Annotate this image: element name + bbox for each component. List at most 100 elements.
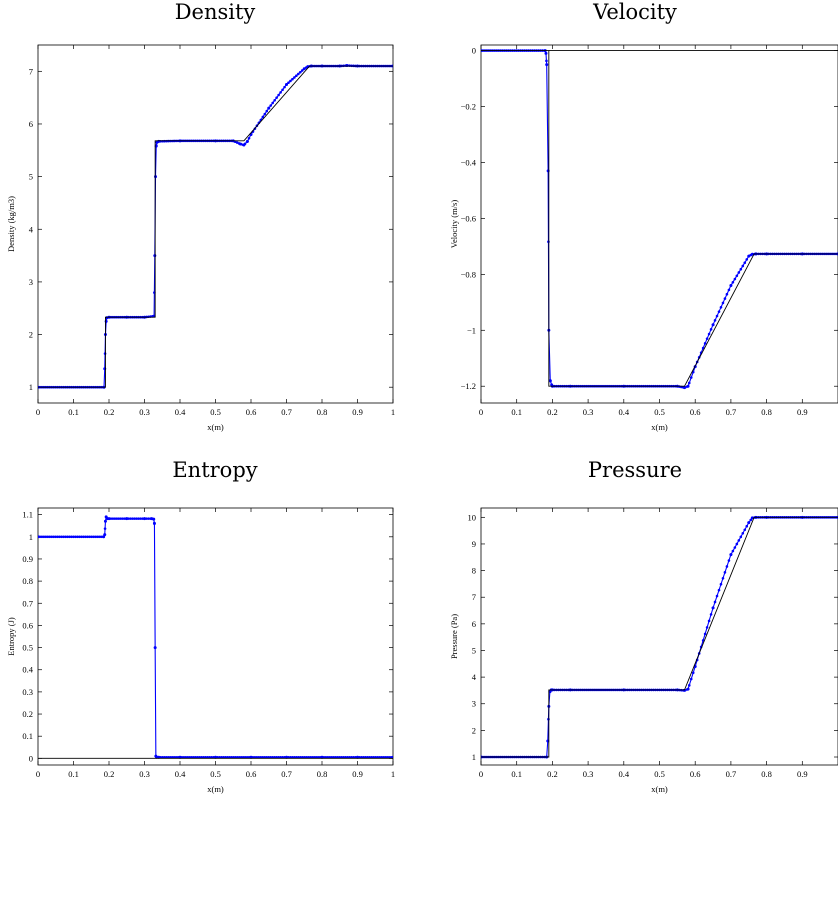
numerical-series-line-density bbox=[38, 64, 393, 388]
data-point-entropy bbox=[137, 517, 140, 520]
data-point-entropy bbox=[143, 517, 146, 521]
data-point-density bbox=[279, 91, 282, 94]
x-tick-label-entropy: 0.1 bbox=[68, 769, 79, 779]
data-point-velocity bbox=[741, 264, 745, 268]
data-point-pressure bbox=[705, 626, 709, 629]
data-point-velocity bbox=[545, 59, 548, 63]
data-point-velocity bbox=[715, 314, 719, 318]
y-tick-label-velocity: −1.2 bbox=[461, 381, 476, 391]
data-point-density bbox=[283, 85, 286, 89]
data-point-velocity bbox=[713, 319, 717, 322]
numerical-series-line-pressure bbox=[481, 516, 838, 758]
data-point-density bbox=[242, 143, 246, 147]
x-tick-label-velocity: 0.2 bbox=[547, 407, 558, 417]
data-point-velocity bbox=[725, 292, 729, 296]
axes-frame-pressure bbox=[480, 507, 838, 766]
x-axis-label-density: x(m) bbox=[207, 422, 224, 432]
y-tick-label-velocity: −0.6 bbox=[461, 213, 476, 223]
data-point-entropy bbox=[70, 535, 73, 539]
x-tick-label-pressure: 0.5 bbox=[654, 769, 665, 779]
data-point-velocity bbox=[721, 301, 725, 305]
data-point-velocity bbox=[544, 51, 548, 55]
x-tick-label-pressure: 0.3 bbox=[583, 769, 594, 779]
data-point-entropy bbox=[72, 535, 75, 539]
x-tick-label-pressure: 0.7 bbox=[726, 769, 737, 779]
data-point-velocity bbox=[686, 384, 690, 388]
data-point-density bbox=[300, 69, 304, 72]
data-point-density bbox=[265, 109, 269, 113]
x-tick-label-density: 0 bbox=[36, 407, 40, 417]
data-point-entropy bbox=[133, 517, 136, 520]
y-tick-label-density: 1 bbox=[29, 382, 33, 392]
data-point-pressure bbox=[747, 521, 751, 525]
x-tick-label-pressure: 0.8 bbox=[761, 769, 772, 779]
y-tick-label-density: 7 bbox=[29, 66, 33, 76]
data-point-entropy bbox=[86, 535, 89, 539]
data-point-entropy bbox=[46, 535, 50, 539]
plot-area-pressure bbox=[481, 515, 838, 759]
y-tick-label-pressure: 1 bbox=[472, 752, 476, 762]
data-point-pressure bbox=[727, 559, 731, 562]
data-point-entropy bbox=[54, 535, 58, 539]
data-point-density bbox=[295, 74, 298, 78]
data-point-pressure bbox=[707, 619, 711, 623]
data-point-pressure bbox=[739, 535, 743, 539]
data-point-entropy bbox=[60, 535, 63, 539]
y-tick-label-pressure: 2 bbox=[472, 725, 476, 735]
y-tick-label-entropy: 0.9 bbox=[22, 554, 33, 564]
y-tick-label-pressure: 6 bbox=[472, 619, 476, 629]
data-point-velocity bbox=[703, 342, 707, 345]
x-tick-label-velocity: 0.3 bbox=[583, 407, 594, 417]
x-tick-label-entropy: 0.2 bbox=[104, 769, 115, 779]
data-point-pressure bbox=[713, 600, 717, 604]
data-point-entropy bbox=[131, 517, 134, 520]
data-point-entropy bbox=[111, 517, 115, 520]
data-point-velocity bbox=[737, 271, 741, 274]
x-tick-label-entropy: 0.8 bbox=[317, 769, 328, 779]
data-point-density bbox=[267, 106, 271, 110]
data-point-entropy bbox=[74, 535, 77, 539]
data-point-entropy bbox=[107, 517, 111, 521]
x-tick-label-entropy: 0.6 bbox=[246, 769, 257, 779]
y-tick-label-entropy: 0.2 bbox=[22, 709, 33, 719]
data-point-entropy bbox=[97, 535, 101, 539]
data-point-entropy bbox=[38, 535, 40, 539]
y-tick-label-velocity: −0.4 bbox=[461, 157, 477, 167]
x-tick-label-density: 0.8 bbox=[317, 407, 328, 417]
data-point-pressure bbox=[735, 542, 739, 546]
x-tick-label-density: 0.5 bbox=[210, 407, 221, 417]
data-point-pressure bbox=[745, 524, 749, 528]
data-point-entropy bbox=[147, 517, 150, 520]
y-tick-label-entropy: 0.8 bbox=[22, 576, 33, 586]
y-tick-label-pressure: 10 bbox=[468, 512, 477, 522]
data-point-velocity bbox=[682, 386, 686, 390]
x-tick-label-velocity: 0.1 bbox=[511, 407, 522, 417]
data-point-pressure bbox=[687, 684, 691, 687]
data-point-entropy bbox=[58, 535, 61, 539]
y-axis-label-density: Density (kg/m3) bbox=[6, 196, 16, 252]
x-tick-label-pressure: 0.9 bbox=[797, 769, 808, 779]
y-tick-label-entropy: 1 bbox=[29, 532, 33, 542]
y-tick-label-entropy: 0.6 bbox=[22, 620, 33, 630]
y-tick-label-entropy: 0.7 bbox=[22, 598, 33, 608]
data-point-entropy bbox=[125, 517, 129, 521]
data-point-entropy bbox=[103, 519, 107, 523]
data-point-velocity bbox=[689, 376, 693, 379]
x-axis-label-velocity: x(m) bbox=[651, 422, 668, 432]
data-point-entropy bbox=[80, 535, 83, 539]
x-tick-label-velocity: 0.4 bbox=[618, 407, 629, 417]
data-point-velocity bbox=[739, 267, 743, 271]
data-point-velocity bbox=[729, 284, 733, 288]
y-tick-label-entropy: 0.1 bbox=[22, 731, 33, 741]
data-point-pressure bbox=[686, 687, 690, 691]
data-point-entropy bbox=[135, 517, 138, 520]
data-point-velocity bbox=[727, 288, 731, 292]
data-point-entropy bbox=[66, 535, 69, 539]
data-point-velocity bbox=[731, 280, 735, 284]
y-axis-label-pressure: Pressure (Pa) bbox=[449, 614, 459, 659]
exact-solution-line-velocity bbox=[481, 50, 838, 387]
data-point-pressure bbox=[741, 532, 745, 535]
plot-area-velocity bbox=[481, 49, 838, 390]
x-tick-label-density: 0.3 bbox=[139, 407, 150, 417]
x-tick-label-entropy: 0.7 bbox=[281, 769, 292, 779]
